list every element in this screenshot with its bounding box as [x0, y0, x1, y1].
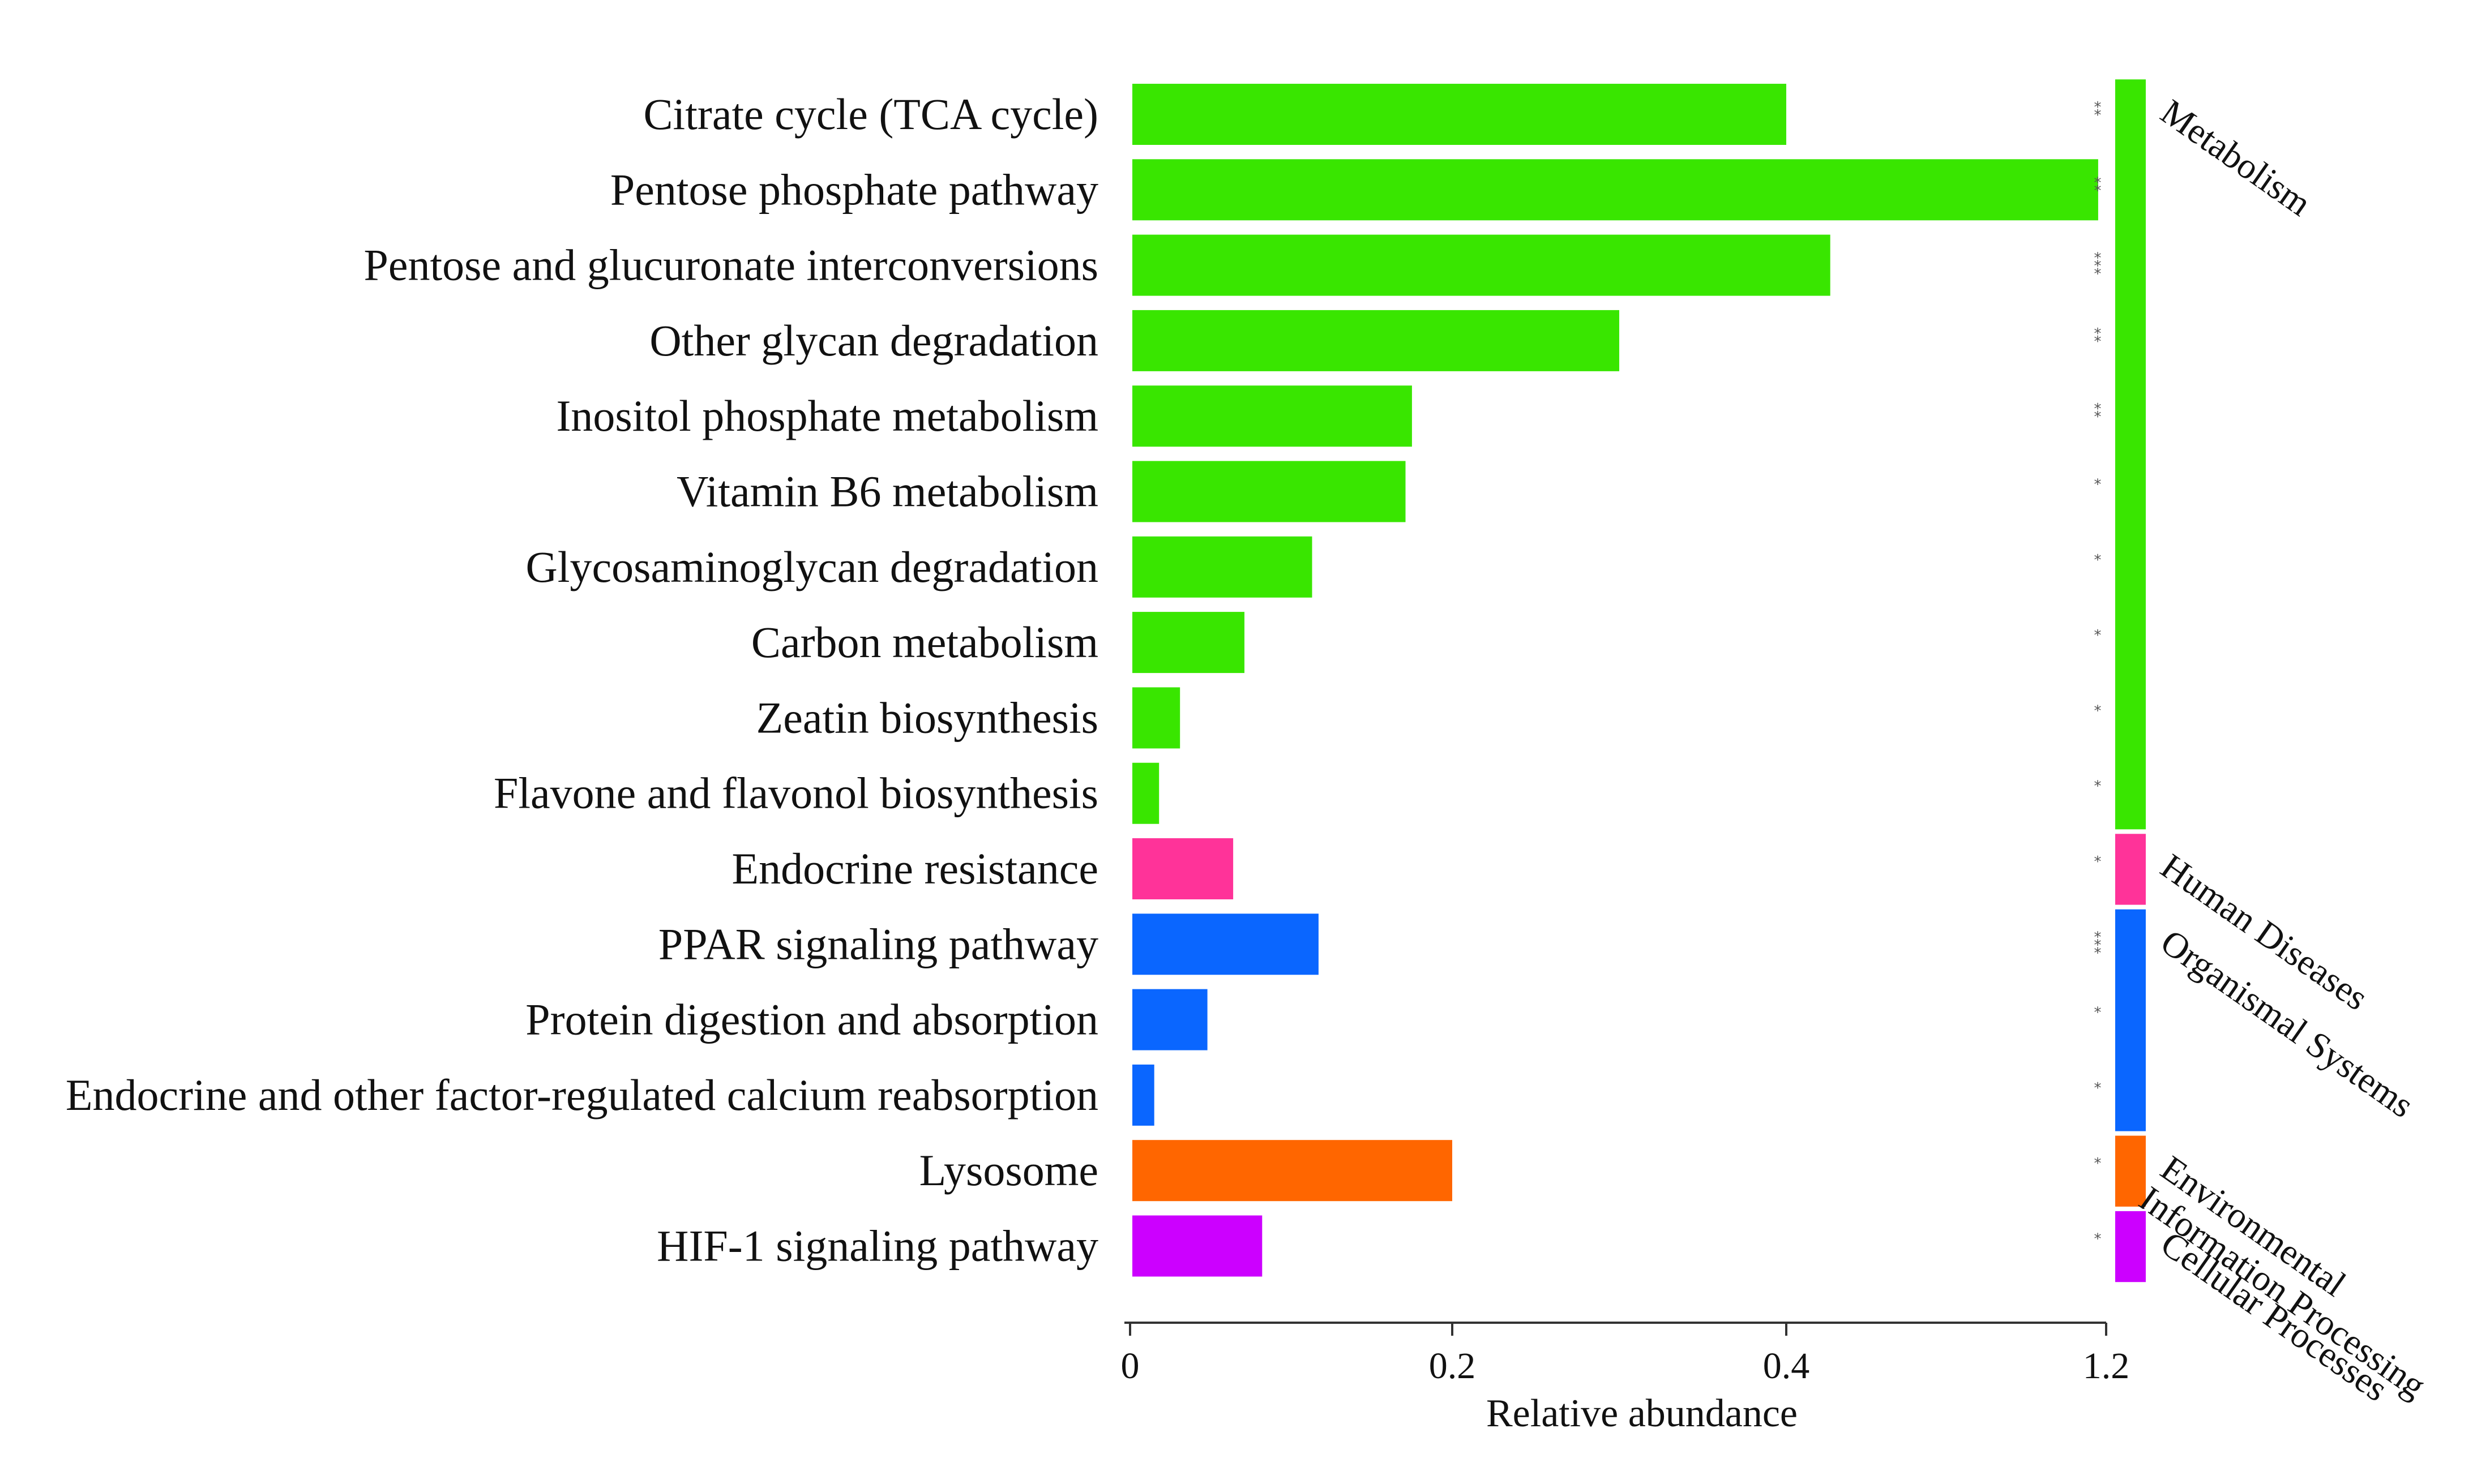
category-label: Inositol phosphate metabolism: [556, 391, 1098, 440]
category-label: Endocrine and other factor-regulated cal…: [66, 1070, 1098, 1120]
significance-mark: **: [2094, 401, 2102, 426]
category-label: Flavone and flavonol biosynthesis: [494, 769, 1098, 818]
group-color-segment: [2113, 77, 2148, 832]
significance-marks: ************************: [2094, 99, 2102, 1248]
significance-mark: *: [2094, 477, 2102, 494]
category-label: Glycosaminoglycan degradation: [525, 542, 1098, 591]
bar: [1132, 1215, 1263, 1277]
category-label: PPAR signaling pathway: [658, 919, 1098, 968]
significance-mark: **: [2094, 99, 2102, 124]
bar: [1132, 913, 1319, 975]
group-color-segment: [2113, 1133, 2148, 1209]
significance-mark: *: [2094, 627, 2102, 644]
significance-mark: **: [2094, 174, 2102, 199]
category-label: Vitamin B6 metabolism: [677, 467, 1098, 516]
category-label: Citrate cycle (TCA cycle): [644, 89, 1098, 139]
bar: [1132, 234, 1830, 296]
x-axis-title: Relative abundance: [1486, 1392, 1798, 1435]
category-label: Other glycan degradation: [649, 316, 1098, 365]
bar: [1132, 536, 1312, 598]
significance-mark: *: [2094, 778, 2102, 795]
bar: [1132, 84, 1786, 145]
category-label: Pentose phosphate pathway: [610, 165, 1098, 214]
category-label: HIF-1 signaling pathway: [657, 1221, 1098, 1271]
bar: [1132, 159, 2098, 221]
bars: [1132, 84, 2098, 1277]
significance-mark: *: [2094, 552, 2102, 569]
category-label: Lysosome: [919, 1146, 1098, 1195]
bar: [1132, 838, 1234, 899]
bar: [1132, 461, 1406, 522]
group-color-segment: [2113, 1208, 2148, 1285]
group-color-segment: [2113, 907, 2148, 1134]
x-tick-label: 0: [1121, 1345, 1140, 1387]
bar: [1132, 762, 1160, 824]
significance-mark: *: [2094, 1080, 2102, 1097]
category-labels: Citrate cycle (TCA cycle) Pentose phospha…: [66, 89, 1098, 1271]
x-tick-label: 0.4: [1763, 1345, 1810, 1387]
x-axis: Relative abundance: [1124, 1322, 2106, 1435]
significance-mark: **: [2094, 325, 2102, 350]
significance-mark: *: [2094, 1005, 2102, 1022]
significance-mark: ***: [2094, 250, 2102, 283]
category-label: Carbon metabolism: [751, 617, 1098, 667]
category-label: Protein digestion and absorption: [525, 995, 1098, 1044]
category-label: Pentose and glucuronate interconversions: [364, 241, 1098, 290]
x-tick-label: 1.2: [2083, 1345, 2130, 1387]
significance-mark: *: [2094, 1155, 2102, 1172]
bar: [1132, 989, 1208, 1050]
bar: [1132, 687, 1180, 749]
x-tick-label: 0.2: [1429, 1345, 1476, 1387]
bar: [1132, 385, 1412, 447]
bar: [1132, 1064, 1154, 1126]
significance-mark: ***: [2094, 929, 2102, 962]
bar: [1132, 310, 1619, 371]
bar: [1132, 612, 1244, 674]
group-label: Metabolism: [2154, 92, 2318, 224]
significance-mark: *: [2094, 702, 2102, 719]
category-label: Zeatin biosynthesis: [756, 693, 1098, 742]
group-label: EnvironmentalInformation Processing: [2132, 1148, 2454, 1406]
bar: [1132, 1140, 1452, 1202]
x-axis-ticks: 0 0.2 0.4 1.2: [1121, 1323, 2130, 1387]
significance-mark: *: [2094, 853, 2102, 870]
group-color-segment: [2113, 831, 2148, 907]
category-label: Endocrine resistance: [731, 844, 1098, 893]
significance-mark: *: [2094, 1231, 2102, 1248]
